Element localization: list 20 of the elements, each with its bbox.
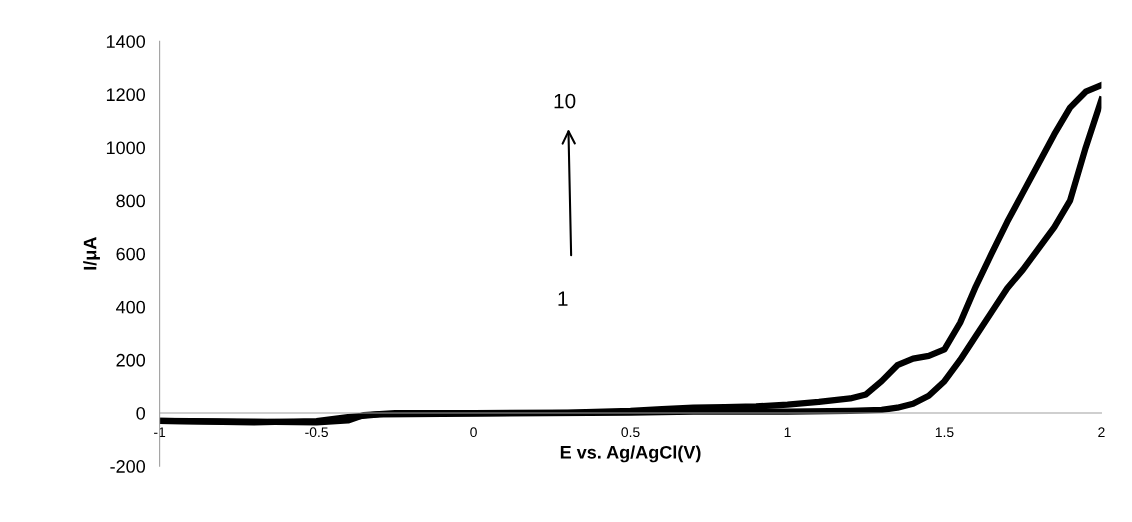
x-axis-title: E vs. Ag/AgCl(V) [560, 445, 701, 463]
y-tick-label: 200 [116, 353, 146, 367]
y-tick-label: -200 [110, 460, 146, 473]
y-axis-title: I/μA [83, 237, 100, 270]
y-tick-label: 0 [136, 406, 146, 420]
x-tick-label: -0.5 [305, 427, 328, 438]
x-tick-label: -1 [154, 427, 166, 437]
y-tick-label: 600 [116, 247, 146, 261]
y-tick-label: 400 [116, 300, 146, 314]
x-tick-label: 0 [470, 427, 477, 438]
x-tick-label: 1.5 [935, 427, 954, 438]
annotation: 1 [558, 291, 568, 306]
y-tick-label: 800 [116, 194, 146, 208]
x-tick-label: 1 [784, 427, 791, 437]
y-tick-label: 1200 [106, 88, 146, 102]
y-tick-label: 1000 [106, 141, 146, 155]
y-tick-label: 1400 [106, 35, 146, 48]
annotation: 10 [554, 93, 576, 109]
x-tick-label: 2 [1098, 427, 1105, 437]
x-tick-label: 0.5 [621, 427, 640, 438]
